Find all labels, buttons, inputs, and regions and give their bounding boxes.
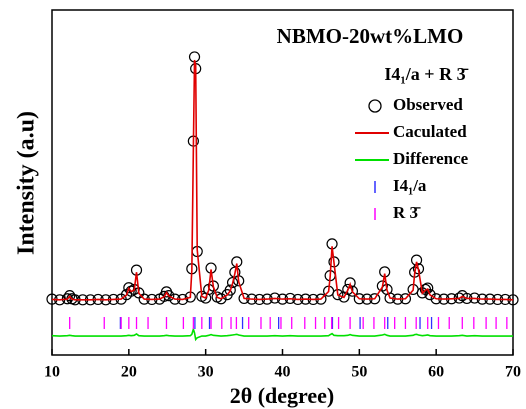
x-tick-label: 20 [121,364,137,381]
x-tick-label: 10 [44,364,60,381]
legend-label: I4₁/a [393,176,427,195]
x-tick-label: 50 [351,364,367,381]
observed-point [342,283,354,296]
legend-label: R 3̄ [393,203,421,222]
observed-point [215,293,227,305]
observed-point [163,290,175,302]
series-line [51,326,513,342]
observed-point [422,282,434,294]
x-tick-label: 30 [198,364,214,381]
legend-symbol [368,99,382,113]
x-tick-label: 60 [428,364,444,381]
legend-label: Caculated [393,122,467,141]
legend-label: Difference [393,149,469,168]
x-tick-label: 70 [505,364,521,381]
series-line [51,59,514,301]
y-axis-label: Intensity (a.u) [14,111,40,255]
annotation: I4₁/a + R 3̄ [384,64,468,84]
observed-point [424,289,436,301]
x-axis-label: 2θ (degree) [230,383,335,408]
observed-point [224,284,236,296]
observed-point [226,276,239,289]
x-tick-label: 40 [275,364,291,381]
plot-frame [51,9,514,356]
chart-title: NBMO-20wt%LMO [277,24,464,48]
legend-label: Observed [393,95,463,114]
observed-point [344,277,356,289]
